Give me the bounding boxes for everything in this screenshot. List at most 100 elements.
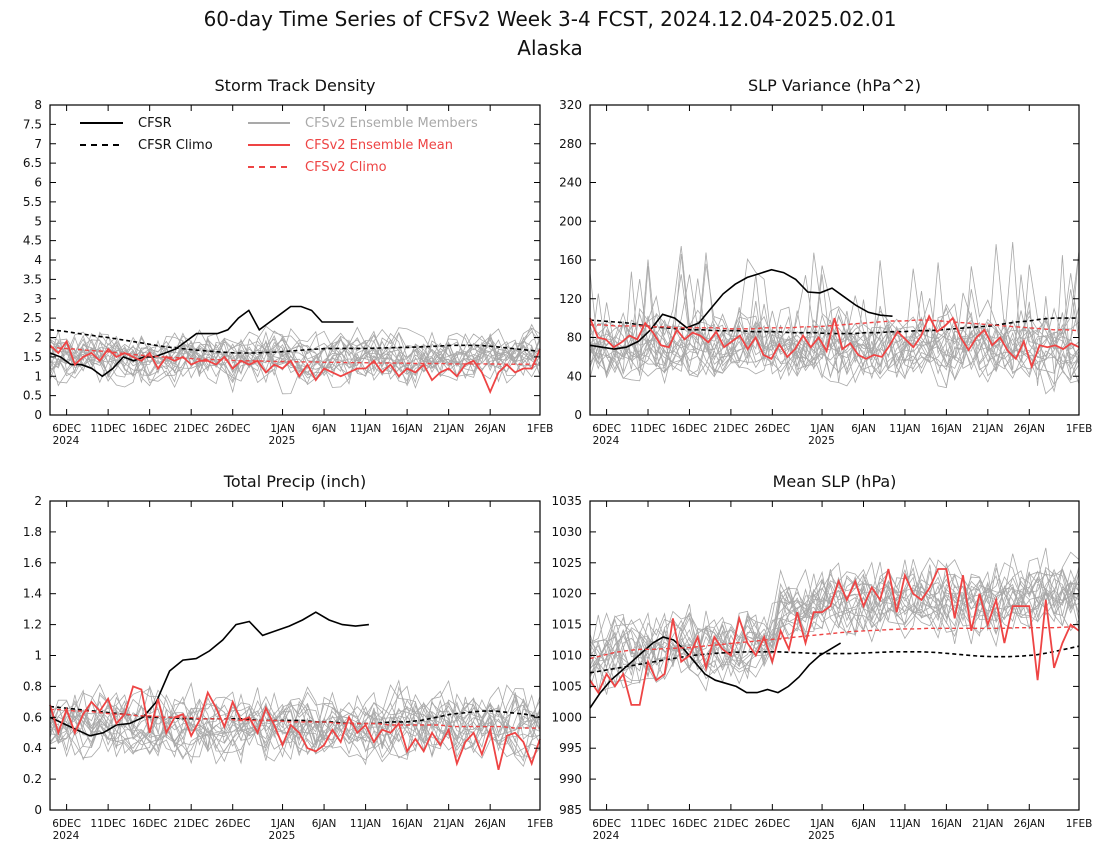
panel-storm-track-density: Storm Track Density 0 0.5 1 1.5 2 2.5 3 3.5 4 4.5 5…	[23, 76, 553, 447]
ensemble-member-line	[590, 241, 1079, 385]
x-year-label: 2025	[269, 435, 296, 447]
legend: CFSR CFSR Climo CFSv2 Ensemble Members C…	[80, 116, 478, 175]
x-tick-label: 16JAN	[931, 423, 962, 435]
series-line-cfsv2-climo	[49, 346, 540, 365]
ensemble-members	[50, 679, 540, 767]
x-year-label: 2025	[808, 435, 835, 447]
ensemble-members	[590, 241, 1079, 395]
series-line-cfsr	[49, 611, 369, 737]
x-tick-label: 1FEB	[1066, 818, 1093, 830]
x-tick-label: 16JAN	[391, 818, 422, 830]
y-tick-label: 5.5	[23, 195, 42, 209]
figure-subtitle: Alaska	[517, 36, 582, 60]
x-tick-label: 6DEC	[52, 818, 81, 830]
ensemble-member-line	[50, 694, 540, 752]
ensemble-member-line	[590, 266, 1079, 378]
x-tick-label: 26JAN	[475, 818, 506, 830]
x-tick-label: 11DEC	[630, 818, 665, 830]
x-tick-label: 26JAN	[475, 423, 506, 435]
series-line-cfsr-climo	[49, 705, 541, 725]
ensemble-member-line	[590, 570, 1079, 692]
panel-title: SLP Variance (hPa^2)	[748, 76, 921, 95]
y-tick-label: 1025	[551, 556, 582, 570]
y-tick-label: 4	[34, 253, 42, 267]
x-tick-label: 11DEC	[90, 818, 125, 830]
y-tick-label: 3.5	[23, 272, 42, 286]
y-tick-label: 1030	[551, 525, 582, 539]
series-line-ens-mean	[49, 685, 541, 771]
y-tick-label: 0.6	[23, 710, 42, 724]
panel-title: Storm Track Density	[215, 76, 376, 95]
x-tick-label: 6DEC	[592, 423, 621, 435]
x-tick-label: 26DEC	[215, 818, 250, 830]
y-tick-label: 160	[559, 253, 582, 267]
y-tick-label: 0.5	[23, 389, 42, 403]
x-tick-label: 16DEC	[132, 818, 167, 830]
panel-slp-variance: SLP Variance (hPa^2) 0 40 80 120 160 200 240 280…	[559, 76, 1092, 447]
x-tick-label: 6JAN	[312, 818, 337, 830]
ensemble-member-line	[50, 328, 540, 388]
ensemble-members	[50, 323, 540, 395]
y-tick-label: 120	[559, 292, 582, 306]
ensemble-member-line	[590, 306, 1079, 375]
ensemble-member-line	[50, 684, 540, 758]
ensemble-member-line	[590, 562, 1079, 678]
ensemble-member-line	[590, 558, 1079, 671]
ensemble-member-line	[50, 327, 540, 378]
x-tick-label: 11DEC	[630, 423, 665, 435]
y-tick-label: 320	[559, 98, 582, 112]
y-tick-label: 6	[34, 176, 42, 190]
x-tick-label: 6JAN	[851, 818, 876, 830]
y-tick-label: 0.2	[23, 772, 42, 786]
x-tick-label: 26JAN	[1014, 423, 1045, 435]
y-tick-label: 0.8	[23, 679, 42, 693]
plot-frame	[49, 500, 541, 811]
x-tick-label: 1JAN	[270, 818, 295, 830]
ensemble-member-line	[50, 679, 540, 758]
x-tick-label: 21DEC	[173, 818, 208, 830]
y-tick-label: 0	[34, 803, 42, 817]
x-tick-label: 11DEC	[90, 423, 125, 435]
x-tick-label: 11JAN	[889, 423, 920, 435]
y-tick-label: 200	[559, 214, 582, 228]
y-tick-label: 0.4	[23, 741, 42, 755]
series-line-cfsr	[589, 636, 842, 709]
y-tick-label: 40	[567, 369, 582, 383]
y-tick-label: 80	[567, 331, 582, 345]
ensemble-member-line	[590, 569, 1079, 678]
x-year-label: 2025	[269, 830, 296, 842]
x-tick-label: 11JAN	[350, 423, 381, 435]
series-line-cfsr	[589, 268, 893, 350]
y-tick-label: 1010	[551, 649, 582, 663]
plot-frame	[589, 500, 1080, 811]
x-tick-label: 26DEC	[755, 423, 790, 435]
y-tick-label: 1.8	[23, 525, 42, 539]
y-tick-label: 1.6	[23, 556, 42, 570]
x-tick-label: 21JAN	[433, 423, 464, 435]
x-year-label: 2024	[53, 830, 80, 842]
x-tick-label: 6DEC	[52, 423, 81, 435]
x-tick-label: 16DEC	[672, 818, 707, 830]
x-tick-label: 16DEC	[132, 423, 167, 435]
ensemble-member-line	[50, 693, 540, 754]
y-tick-label: 240	[559, 176, 582, 190]
y-tick-label: 4.5	[23, 234, 42, 248]
panel-title: Mean SLP (hPa)	[773, 472, 897, 491]
x-tick-label: 1JAN	[810, 818, 835, 830]
ensemble-member-line	[590, 244, 1079, 380]
ensemble-members	[590, 547, 1079, 695]
legend-label-ens-members: CFSv2 Ensemble Members	[305, 116, 478, 131]
x-tick-label: 21DEC	[713, 423, 748, 435]
x-tick-label: 6JAN	[851, 423, 876, 435]
ensemble-member-line	[590, 252, 1079, 381]
y-tick-label: 0	[34, 408, 42, 422]
ensemble-member-line	[50, 691, 540, 763]
series-line-ens-mean	[589, 314, 1080, 370]
y-tick-label: 2	[34, 331, 42, 345]
ensemble-member-line	[590, 274, 1079, 389]
ensemble-member-line	[50, 690, 540, 753]
y-tick-label: 1035	[551, 494, 582, 508]
y-tick-label: 5	[34, 214, 42, 228]
legend-label-cfsr: CFSR	[138, 116, 172, 131]
ensemble-member-line	[590, 559, 1079, 694]
